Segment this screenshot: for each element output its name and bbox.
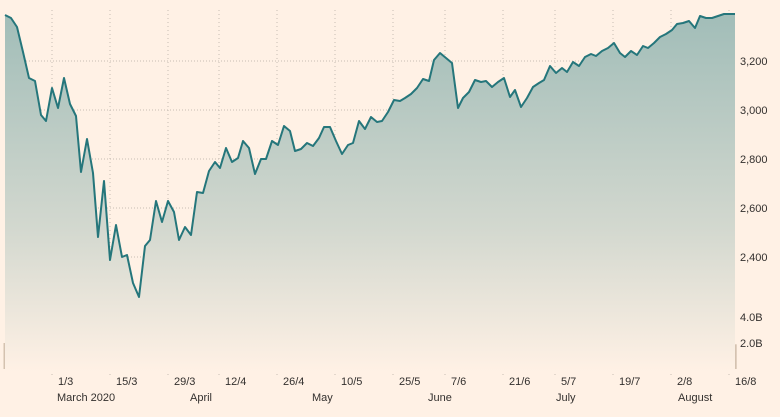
month-label: June	[428, 392, 452, 404]
date-tick-label: 5/7	[561, 376, 576, 388]
month-label: August	[678, 392, 712, 404]
date-tick-label: 12/4	[225, 376, 246, 388]
date-tick-label: 10/5	[341, 376, 362, 388]
volume-bar	[733, 344, 737, 369]
price-tick-label: 3,000	[740, 105, 768, 117]
volume-tick-label: 4.0B	[740, 312, 763, 324]
volume-tick-label: 2.0B	[740, 338, 763, 350]
date-axis-labels: 1/3 15/3 29/3 12/4 26/4 10/5 25/5 7/6 21/6 5/7 19/…	[58, 376, 756, 388]
month-label: May	[312, 392, 333, 404]
date-tick-label: 2/8	[677, 376, 692, 388]
month-label: March 2020	[57, 392, 115, 404]
date-tick-label: 26/4	[283, 376, 304, 388]
date-tick-label: 21/6	[509, 376, 530, 388]
price-axis-labels: 2,400 2,600 2,800 3,000 3,200	[740, 56, 768, 264]
date-tick-label: 15/3	[116, 376, 137, 388]
price-line	[4, 13, 735, 298]
date-tick-label: 29/3	[174, 376, 195, 388]
date-tick-label: 7/6	[451, 376, 466, 388]
month-label: April	[190, 392, 212, 404]
volume-axis-labels: 2.0B 4.0B	[740, 312, 763, 350]
price-area	[5, 14, 735, 372]
price-tick-label: 2,800	[740, 154, 768, 166]
price-tick-label: 2,600	[740, 203, 768, 215]
month-label: July	[556, 392, 576, 404]
price-tick-label: 3,200	[740, 56, 768, 68]
date-tick-label: 16/8	[735, 376, 756, 388]
date-tick-label: 19/7	[619, 376, 640, 388]
month-axis-labels: March 2020 April May June July August	[57, 392, 712, 404]
date-tick-label: 25/5	[399, 376, 420, 388]
price-tick-label: 2,400	[740, 252, 768, 264]
date-tick-label: 1/3	[58, 376, 73, 388]
